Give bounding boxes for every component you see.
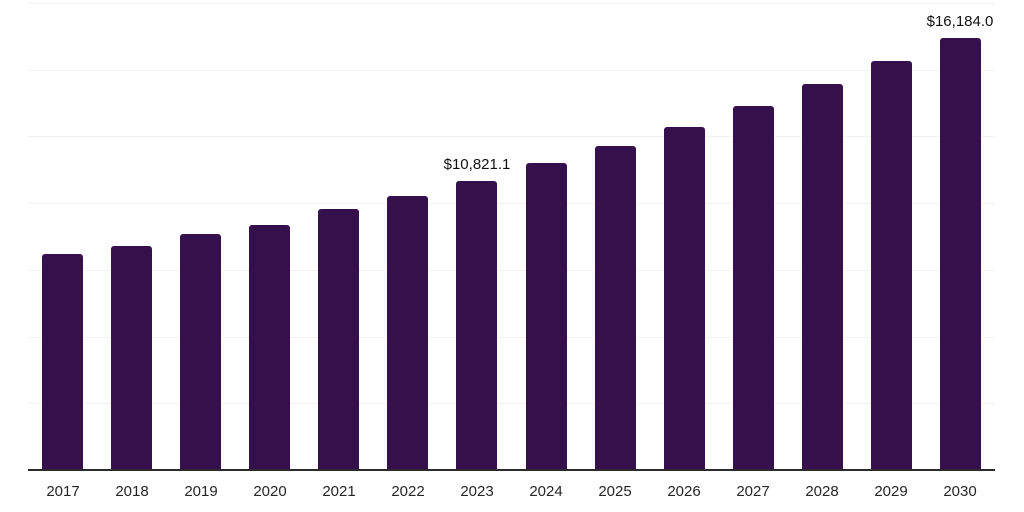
gridline-17500 xyxy=(28,3,995,4)
x-tick-2020: 2020 xyxy=(253,483,287,500)
gridline-2500 xyxy=(28,403,995,404)
data-label-2030: $16,184.0 xyxy=(926,13,994,30)
gridline-5000 xyxy=(28,337,995,338)
bar-2026 xyxy=(664,127,705,470)
x-tick-2026: 2026 xyxy=(667,483,701,500)
gridline-12500 xyxy=(28,136,995,137)
bar-2027 xyxy=(733,106,774,470)
x-tick-2017: 2017 xyxy=(46,483,80,500)
x-tick-2028: 2028 xyxy=(805,483,839,500)
bar-2019 xyxy=(180,234,221,470)
x-axis-line xyxy=(28,469,995,471)
bar-2029 xyxy=(871,61,912,470)
x-tick-2029: 2029 xyxy=(874,483,908,500)
bar-2020 xyxy=(249,225,290,470)
bar-2023 xyxy=(456,181,497,470)
x-tick-2023: 2023 xyxy=(460,483,494,500)
bar-2024 xyxy=(526,163,567,470)
bar-2018 xyxy=(111,246,152,470)
gridline-15000 xyxy=(28,70,995,71)
bar-2022 xyxy=(387,196,428,470)
x-tick-2019: 2019 xyxy=(184,483,218,500)
x-tick-2030: 2030 xyxy=(943,483,977,500)
bar-2030 xyxy=(940,38,981,470)
bar-2017 xyxy=(42,254,83,470)
bar-2025 xyxy=(595,146,636,470)
x-tick-2025: 2025 xyxy=(598,483,632,500)
bar-2028 xyxy=(802,84,843,470)
gridline-10000 xyxy=(28,203,995,204)
gridline-7500 xyxy=(28,270,995,271)
x-tick-2021: 2021 xyxy=(322,483,356,500)
x-tick-2022: 2022 xyxy=(391,483,425,500)
x-tick-2027: 2027 xyxy=(736,483,770,500)
x-tick-2024: 2024 xyxy=(529,483,563,500)
x-tick-2018: 2018 xyxy=(115,483,149,500)
data-label-2023: $10,821.1 xyxy=(443,156,511,173)
bar-2021 xyxy=(318,209,359,470)
